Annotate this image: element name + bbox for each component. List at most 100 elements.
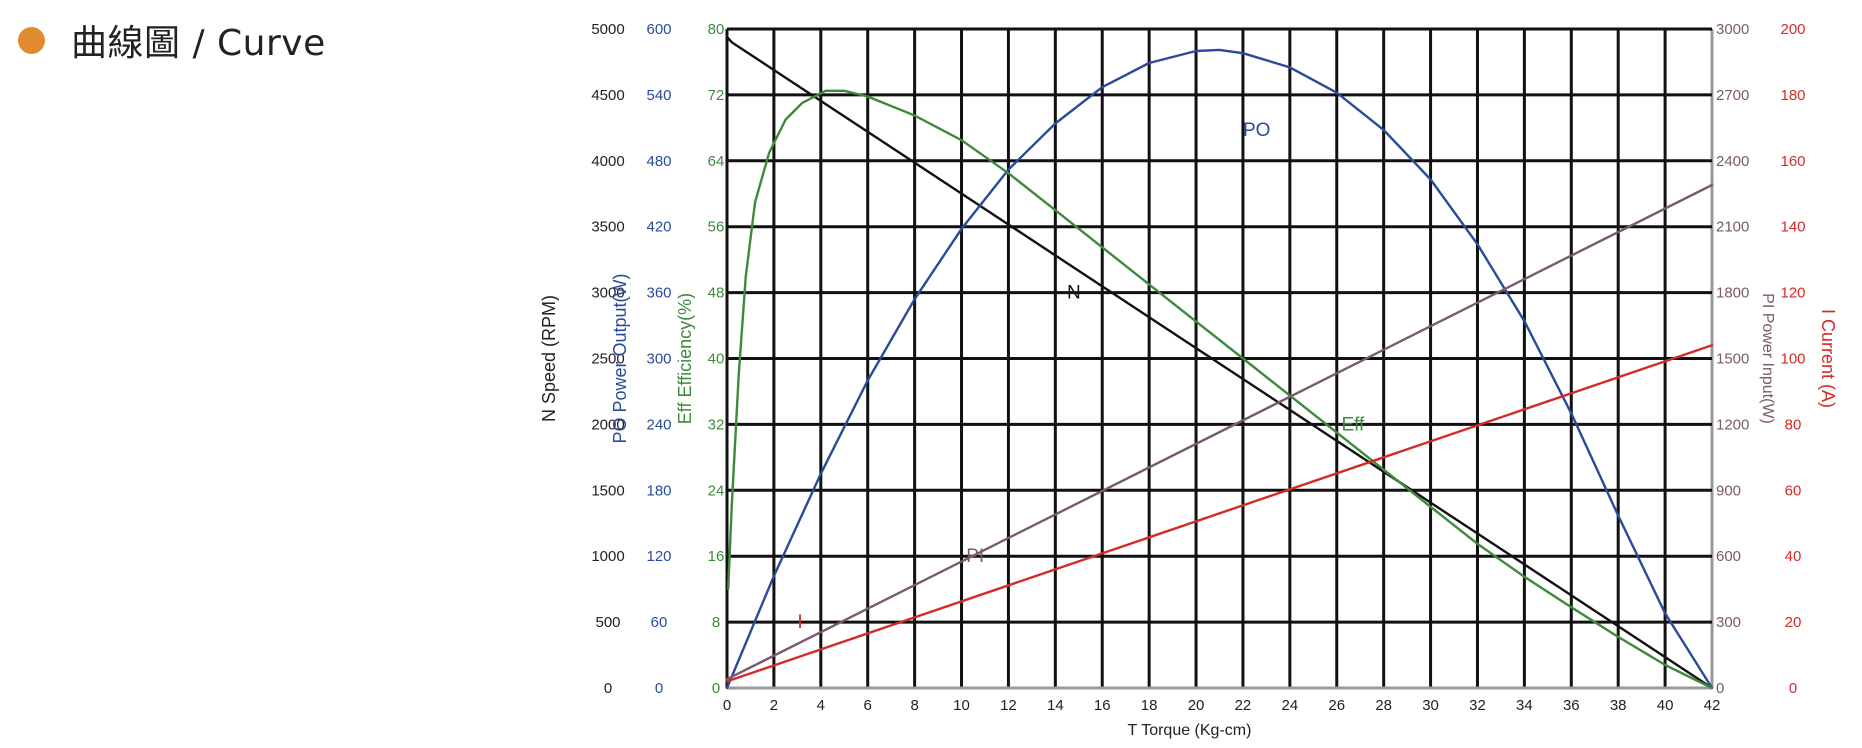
y-tick-label-eff: 72 (708, 87, 725, 104)
y-tick-label-pi: 300 (1716, 614, 1741, 631)
series-line-eff (727, 89, 1714, 690)
x-axis-label: T Torque (Kg-cm) (1128, 722, 1252, 739)
y-tick-label-po: 300 (646, 351, 671, 368)
x-tick-label: 12 (1000, 697, 1017, 714)
x-tick-label: 34 (1516, 697, 1533, 714)
y-tick-label-pi: 900 (1716, 482, 1741, 499)
y-tick-label-pi: 0 (1716, 680, 1724, 697)
x-tick-label: 36 (1563, 697, 1580, 714)
series-line-n (727, 37, 1714, 690)
y-tick-label-n: 3000 (591, 285, 624, 302)
series-label-n: N (1067, 283, 1081, 304)
series-label-eff: Eff (1341, 414, 1365, 435)
y-tick-label-i: 120 (1780, 285, 1805, 302)
chart-labels: N PO Eff PI I (797, 120, 1365, 633)
y-tick-label-i: 80 (1785, 416, 1802, 433)
x-tick-label: 40 (1657, 697, 1674, 714)
x-tick-label: 28 (1375, 697, 1392, 714)
bullet-icon (18, 26, 45, 54)
x-tick-label: 22 (1235, 697, 1252, 714)
y-tick-label-po: 180 (646, 482, 671, 499)
y-tick-label-eff: 8 (712, 614, 720, 631)
y-axis-label-po: PO Power Output(W) (610, 273, 630, 443)
series-label-po: PO (1243, 120, 1270, 141)
x-tick-label: 42 (1704, 697, 1721, 714)
y-tick-label-po: 240 (646, 416, 671, 433)
y-tick-label-i: 0 (1789, 680, 1797, 697)
x-tick-label: 4 (817, 697, 825, 714)
x-tick-label: 6 (864, 697, 872, 714)
chart-series (725, 37, 1714, 690)
y-tick-label-eff: 16 (708, 548, 725, 565)
y-tick-label-n: 2000 (591, 416, 624, 433)
y-tick-label-n: 500 (595, 614, 620, 631)
y-tick-label-eff: 32 (708, 416, 725, 433)
series-line-i (725, 344, 1714, 683)
chart-grid (725, 27, 1714, 690)
y-tick-label-i: 40 (1785, 548, 1802, 565)
section-title: 曲線圖 / Curve (71, 23, 326, 64)
y-tick-label-n: 2500 (591, 351, 624, 368)
y-tick-label-eff: 56 (708, 219, 725, 236)
y-tick-label-n: 4000 (591, 153, 624, 170)
y-tick-label-pi: 1200 (1716, 416, 1749, 433)
y-tick-label-po: 60 (651, 614, 668, 631)
chart-axes: 0 2 4 6 8 10 12 14 16 18 20 22 24 26 28 30 32 34 36 38 40 42T… (539, 21, 1838, 739)
y-tick-label-n: 0 (604, 680, 612, 697)
x-tick-label: 8 (910, 697, 918, 714)
y-tick-label-n: 4500 (591, 87, 624, 104)
y-tick-label-n: 1500 (591, 482, 624, 499)
x-tick-label: 18 (1141, 697, 1158, 714)
series-line-po (725, 48, 1714, 690)
x-tick-label: 10 (953, 697, 970, 714)
y-tick-label-i: 200 (1780, 21, 1805, 38)
y-axis-label-eff: Eff Efficiency(%) (675, 293, 695, 424)
y-tick-label-po: 600 (646, 21, 671, 38)
x-tick-label: 16 (1094, 697, 1111, 714)
y-tick-label-po: 120 (646, 548, 671, 565)
y-tick-label-i: 140 (1780, 219, 1805, 236)
y-tick-label-eff: 24 (708, 482, 725, 499)
x-tick-label: 24 (1282, 697, 1299, 714)
y-tick-label-i: 180 (1780, 87, 1805, 104)
series-line-pi (725, 183, 1714, 681)
y-tick-label-i: 60 (1785, 482, 1802, 499)
y-axis-label-n: N Speed (RPM) (539, 295, 559, 422)
x-tick-label: 0 (723, 697, 731, 714)
y-tick-label-pi: 2100 (1716, 219, 1749, 236)
y-tick-label-po: 0 (655, 680, 663, 697)
y-tick-label-po: 480 (646, 153, 671, 170)
x-tick-label: 30 (1422, 697, 1439, 714)
y-axis-label-pi: PI Power Input(W) (1759, 293, 1776, 424)
y-tick-label-pi: 600 (1716, 548, 1741, 565)
y-axis-label-i: I Current (A) (1818, 309, 1838, 408)
y-tick-label-eff: 0 (712, 680, 720, 697)
x-tick-label: 2 (770, 697, 778, 714)
x-tick-label: 20 (1188, 697, 1205, 714)
y-tick-label-n: 1000 (591, 548, 624, 565)
series-label-pi: PI (966, 546, 984, 567)
y-tick-label-n: 3500 (591, 219, 624, 236)
y-tick-label-pi: 2700 (1716, 87, 1749, 104)
y-tick-label-pi: 3000 (1716, 21, 1749, 38)
x-tick-label: 38 (1610, 697, 1627, 714)
y-tick-label-pi: 2400 (1716, 153, 1749, 170)
x-tick-label: 32 (1469, 697, 1486, 714)
series-label-i: I (797, 612, 802, 633)
y-tick-label-eff: 48 (708, 285, 725, 302)
y-tick-label-eff: 64 (708, 153, 725, 170)
y-tick-label-eff: 40 (708, 351, 725, 368)
y-tick-label-n: 5000 (591, 21, 624, 38)
y-tick-label-i: 100 (1780, 351, 1805, 368)
y-tick-label-po: 420 (646, 219, 671, 236)
y-tick-label-pi: 1800 (1716, 285, 1749, 302)
y-tick-label-eff: 80 (708, 21, 725, 38)
x-tick-label: 14 (1047, 697, 1064, 714)
y-tick-label-po: 360 (646, 285, 671, 302)
y-tick-label-i: 160 (1780, 153, 1805, 170)
section-header: 曲線圖 / Curve (18, 14, 326, 66)
y-tick-label-pi: 1500 (1716, 351, 1749, 368)
y-tick-label-po: 540 (646, 87, 671, 104)
y-tick-label-i: 20 (1785, 614, 1802, 631)
